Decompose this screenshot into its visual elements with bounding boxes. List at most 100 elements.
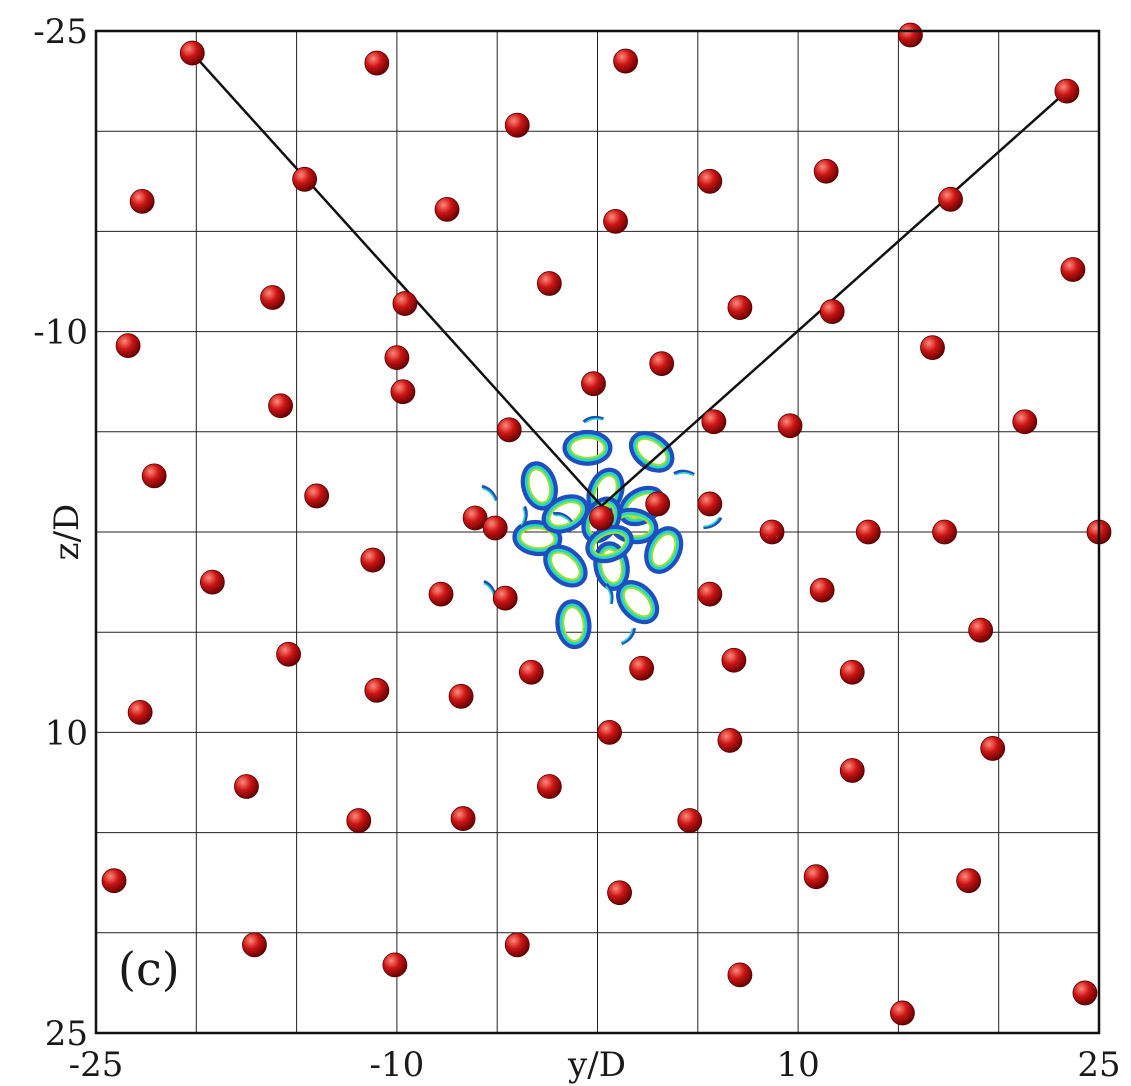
- particle-point: [980, 736, 1006, 761]
- particle-point: [260, 285, 285, 310]
- particle-point: [629, 655, 655, 681]
- vortex-ring: [628, 430, 675, 473]
- vortex-fragment: [621, 627, 636, 646]
- particle-point: [242, 932, 267, 958]
- particle-point: [141, 463, 167, 489]
- particle-point: [803, 864, 829, 890]
- particle-point: [721, 647, 747, 673]
- particle-point: [968, 617, 994, 643]
- particle-point: [496, 417, 522, 443]
- particle-point: [392, 291, 418, 316]
- particle-point: [482, 515, 508, 541]
- particle-point: [677, 808, 703, 833]
- particle-point: [727, 962, 753, 988]
- vortex-ring: [543, 544, 588, 588]
- y-tick-labels: -25 -10 10 25: [33, 12, 88, 1054]
- vortex-fragment: [605, 583, 614, 605]
- vortex-fragment: [481, 484, 498, 502]
- particle-point: [450, 806, 476, 831]
- particle-point: [607, 880, 632, 906]
- particle-point: [920, 335, 945, 361]
- particle-point: [428, 581, 454, 607]
- vortex-ring: [644, 526, 684, 574]
- x-tick-labels: -25 -10 10 25: [69, 1045, 1121, 1085]
- vortex-fragment: [520, 505, 528, 528]
- particle-point: [115, 333, 141, 359]
- particle-point: [890, 1000, 915, 1026]
- particle-point: [462, 505, 488, 531]
- particle-point: [179, 40, 205, 66]
- x-tick-label: 10: [776, 1045, 819, 1085]
- particle-point: [536, 774, 562, 799]
- particle-point: [536, 271, 562, 296]
- particle-point: [1060, 257, 1086, 282]
- x-axis-label: y/D: [567, 1045, 626, 1085]
- particle-point: [268, 393, 293, 419]
- particle-point: [697, 491, 723, 517]
- particle-point: [717, 728, 743, 753]
- particle-point: [199, 569, 225, 595]
- y-tick-label: 25: [45, 1014, 88, 1054]
- vortex-ring: [541, 494, 590, 534]
- x-tick-label: -10: [370, 1045, 425, 1085]
- particle-point: [581, 371, 606, 397]
- particle-point: [364, 50, 390, 76]
- particle-point: [434, 196, 460, 222]
- vortex-ring: [616, 580, 660, 625]
- particles: [101, 22, 1112, 1026]
- particle-point: [809, 577, 835, 603]
- particle-point: [613, 48, 638, 74]
- particle-point: [234, 774, 259, 799]
- y-tick-label: -10: [33, 313, 88, 353]
- vortex-fragment: [582, 415, 604, 424]
- v-shape-lines: [191, 52, 1068, 508]
- particle-point: [518, 659, 544, 685]
- particle-point: [492, 585, 518, 611]
- vortex-fragment: [673, 469, 695, 476]
- particle-point: [701, 409, 727, 435]
- particle-point: [1012, 409, 1038, 435]
- particle-point: [727, 295, 753, 320]
- particle-point: [898, 22, 923, 48]
- particle-point: [390, 379, 416, 405]
- particle-point: [649, 351, 675, 377]
- y-axis-label: z/D: [47, 504, 87, 561]
- vortex-fragment: [703, 516, 723, 530]
- particle-point: [1054, 78, 1080, 104]
- particle-point: [932, 519, 957, 545]
- particle-point: [603, 208, 628, 234]
- particle-point: [839, 659, 865, 685]
- particle-point: [645, 491, 671, 517]
- vortex-fragment: [552, 511, 573, 523]
- particle-point: [956, 868, 982, 894]
- particle-point: [364, 677, 390, 703]
- particle-point: [504, 932, 530, 958]
- particle-point: [855, 519, 881, 545]
- v-line: [191, 52, 1068, 508]
- particle-point: [346, 808, 372, 833]
- particle-point: [101, 868, 127, 894]
- particle-point: [697, 581, 723, 607]
- particle-point: [697, 168, 723, 194]
- particle-point: [839, 758, 865, 783]
- particle-point: [304, 483, 330, 509]
- vortex-ring: [555, 599, 592, 650]
- particle-point: [448, 683, 474, 709]
- particle-point: [1072, 980, 1098, 1006]
- particle-point: [127, 699, 153, 725]
- particle-point: [759, 519, 785, 545]
- vortex-ring: [593, 541, 630, 591]
- y-tick-label: -25: [33, 12, 88, 52]
- particle-point: [777, 413, 803, 439]
- particle-point: [292, 166, 318, 192]
- vortex-ring: [512, 519, 563, 557]
- particle-point: [589, 505, 614, 531]
- particle-point: [819, 299, 845, 324]
- plot-frame: [94, 29, 1101, 1035]
- particle-point: [384, 345, 410, 371]
- particle-point: [276, 641, 301, 667]
- vortex-ring: [520, 461, 558, 511]
- vortex-ring: [562, 429, 613, 466]
- particle-point: [597, 720, 622, 745]
